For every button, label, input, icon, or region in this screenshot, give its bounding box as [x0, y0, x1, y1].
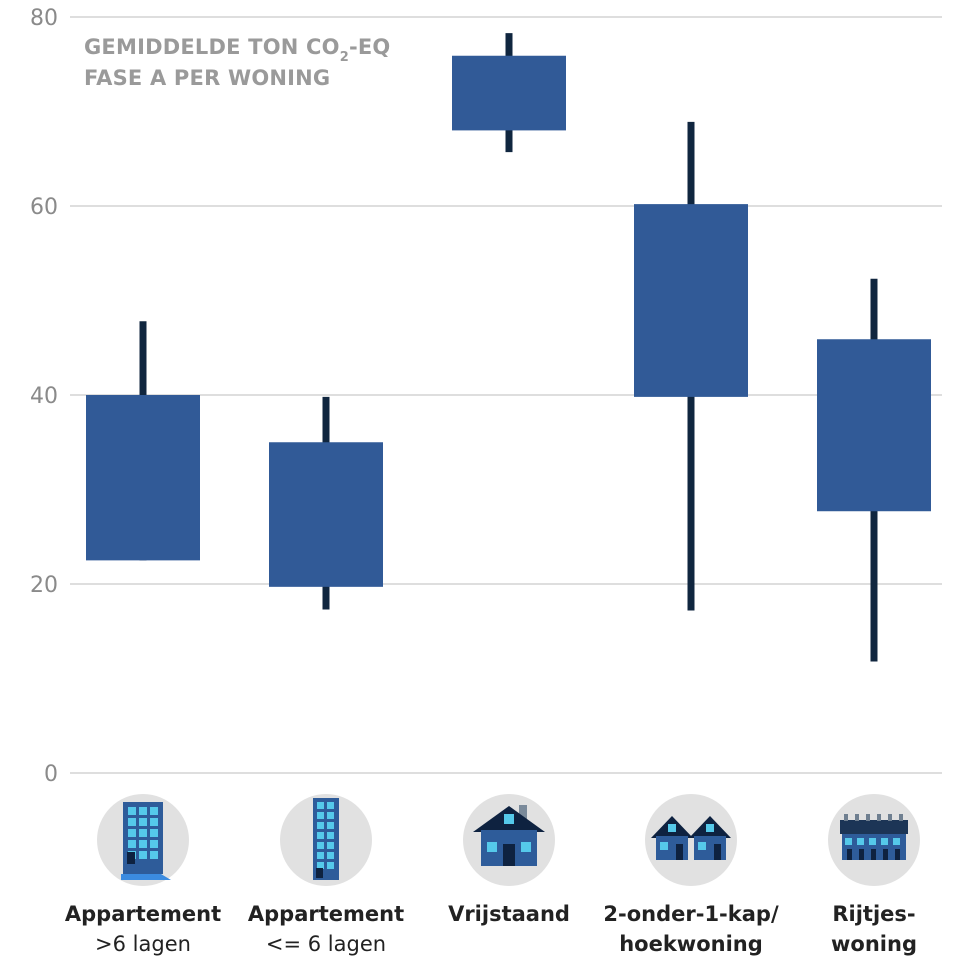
y-axis-ticks: 0 20 40 60 80 [30, 6, 58, 787]
category-label-line2: >6 lagen [95, 932, 191, 956]
low-rise-apartment-icon [280, 794, 372, 886]
chart-title-part-1: GEMIDDELDE TON CO [84, 35, 340, 59]
y-tick-label: 20 [30, 573, 58, 598]
chart-title-line-1: GEMIDDELDE TON CO2-EQ [84, 35, 390, 65]
box-3 [452, 55, 566, 131]
category-label-line1: Vrijstaand [448, 902, 570, 926]
category-label-line1: Rijtjes- [832, 902, 915, 926]
y-tick-label: 0 [44, 762, 58, 787]
semi-detached-house-icon [645, 794, 737, 886]
box-2 [269, 442, 383, 587]
y-tick-label: 60 [30, 195, 58, 220]
box-4 [634, 204, 748, 397]
category-label-line2: woning [831, 932, 917, 956]
category-label-line1: Appartement [65, 902, 221, 926]
chart-title-line-2: FASE A PER WONING [84, 66, 330, 90]
chart-title-subscript: 2 [340, 50, 349, 65]
y-tick-label: 80 [30, 6, 58, 31]
detached-house-icon [463, 794, 555, 886]
grid-lines [70, 16, 942, 774]
category-label-line2: hoekwoning [619, 932, 763, 956]
terraced-house-icon [828, 794, 920, 886]
category-icons [97, 794, 920, 886]
category-labels: Appartement >6 lagen Appartement <= 6 lagen… [65, 902, 917, 956]
box-1 [86, 395, 200, 561]
y-tick-label: 40 [30, 384, 58, 409]
chart-title-part-3: -EQ [349, 35, 391, 59]
box-5 [817, 339, 931, 512]
category-label-line1: 2-onder-1-kap/ [603, 902, 779, 926]
high-rise-apartment-icon [97, 794, 189, 886]
category-label-line1: Appartement [248, 902, 404, 926]
category-label-line2: <= 6 lagen [266, 932, 386, 956]
candles [86, 33, 931, 662]
